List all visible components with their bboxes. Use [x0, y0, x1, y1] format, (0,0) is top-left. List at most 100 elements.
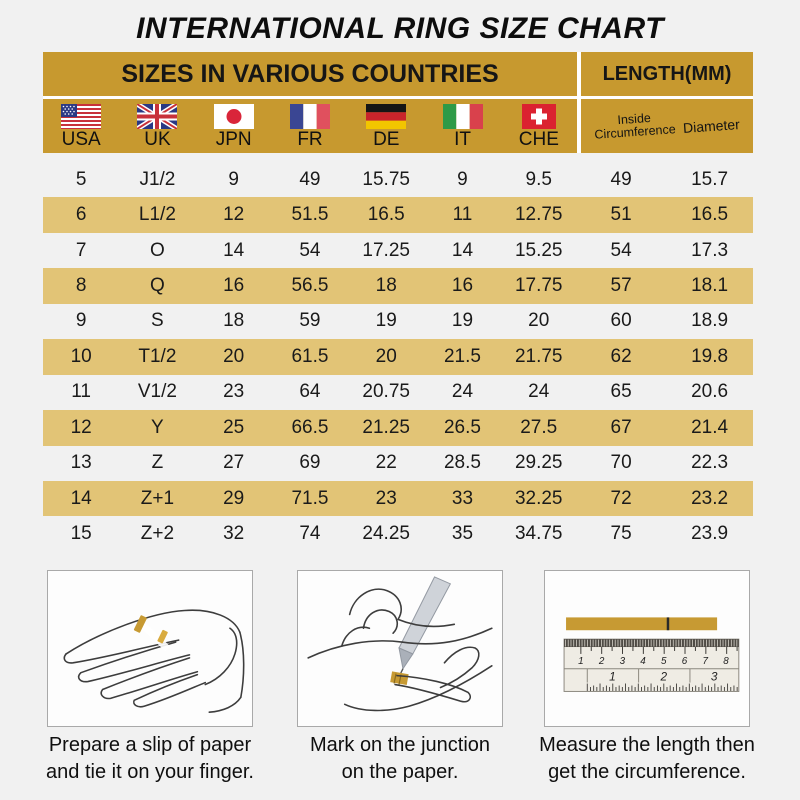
table-cell: Y	[151, 416, 164, 438]
table-cell: 5	[75, 168, 87, 190]
table-cell: 24.25	[362, 523, 410, 545]
table-cell: 25	[223, 416, 245, 438]
table-cell: 64	[299, 381, 321, 403]
paper-strip	[566, 617, 718, 631]
table-cell: 16	[223, 275, 245, 297]
table-row: 8 Q 16 56.5 18 16 17.75 57 18.1	[43, 268, 753, 304]
table-cell: 35	[451, 523, 474, 545]
illustration-measure-ruler: 1 2 3 4 5 6 7 8 1 2 3	[544, 570, 750, 727]
country-column-de: DE	[348, 99, 424, 153]
table-cell: 15.25	[514, 239, 563, 261]
table-cell: 19	[375, 310, 397, 332]
table-cell: 24	[528, 381, 550, 403]
table-cell: 72	[610, 487, 632, 509]
table-cell: 62	[610, 345, 632, 367]
table-cell: 56.5	[291, 275, 329, 297]
table-cell: 18	[375, 275, 397, 297]
table-cell: Z+2	[140, 523, 175, 545]
table-cell: 60	[610, 310, 632, 332]
table-cell: 11	[452, 204, 473, 226]
table-cell: 20	[528, 310, 550, 332]
table-cell: 57	[610, 275, 632, 297]
table-row: 7 O 14 54 17.25 14 15.25 54 17.3	[43, 233, 753, 268]
country-code-uk: UK	[144, 128, 171, 150]
table-cell: 71.5	[291, 487, 329, 509]
svg-text:8: 8	[723, 656, 729, 667]
table-cell: 21.75	[514, 345, 563, 367]
inside-circumference-header: Inside Circumference	[594, 110, 677, 142]
table-cell: 33	[451, 487, 474, 509]
table-cell: 18.9	[691, 310, 729, 332]
table-cell: 20.6	[691, 381, 729, 403]
table-cell: 23.9	[691, 523, 729, 545]
table-cell: 70	[610, 452, 632, 474]
table-cell: 9.5	[525, 168, 552, 190]
table-cell: 29.25	[514, 452, 563, 474]
table-cell: 32.25	[514, 487, 563, 509]
illustration-mark-junction	[297, 570, 503, 727]
table-cell: Z	[151, 452, 164, 474]
germany-flag-icon	[366, 103, 407, 129]
length-group-header: LENGTH(MM)	[581, 52, 753, 96]
table-cell: 27	[223, 452, 245, 474]
country-code-it: IT	[454, 128, 471, 150]
table-cell: 20.75	[362, 381, 410, 403]
hand-with-paper-strip-drawing	[63, 609, 245, 713]
table-cell: 17.25	[362, 239, 410, 261]
step-caption-1: Prepare a slip of paper and tie it on yo…	[46, 734, 254, 783]
table-cell: 32	[223, 523, 245, 545]
country-column-fr: FR	[272, 99, 348, 153]
country-column-usa: USA	[43, 99, 119, 153]
table-row: 5 J1/2 9 49 15.75 9 9.5 49 15.7	[43, 162, 753, 197]
table-cell: 9	[228, 168, 239, 190]
table-cell: 23	[375, 487, 397, 509]
table-cell: 54	[299, 239, 321, 261]
table-cell: 15	[70, 523, 92, 545]
table-cell: 16	[451, 275, 474, 297]
table-cell: 6	[75, 204, 87, 226]
table-cell: 11	[71, 381, 91, 403]
table-cell: O	[150, 239, 165, 261]
table-cell: 65	[610, 381, 632, 403]
svg-text:1: 1	[609, 670, 616, 684]
table-cell: 21.25	[362, 416, 410, 438]
table-cell: 49	[299, 168, 321, 190]
hand-marking-paper-drawing	[307, 576, 493, 712]
country-code-che: CHE	[518, 128, 559, 150]
country-column-it: IT	[424, 99, 500, 153]
table-header: SIZES IN VARIOUS COUNTRIES LENGTH(MM)	[43, 52, 753, 153]
japan-flag-icon	[213, 103, 254, 129]
table-cell: 16.5	[691, 204, 729, 226]
paper-strip-and-ruler-drawing: 1 2 3 4 5 6 7 8 1 2 3	[563, 617, 740, 692]
table-cell: 13	[70, 452, 92, 474]
table-cell: T1/2	[138, 345, 177, 367]
diameter-header: Diameter	[682, 116, 741, 136]
country-code-usa: USA	[61, 128, 101, 150]
table-cell: 18	[223, 310, 245, 332]
svg-text:5: 5	[661, 656, 667, 667]
usa-flag-icon	[61, 103, 102, 129]
table-cell: 59	[299, 310, 321, 332]
table-cell: 17.3	[691, 239, 729, 261]
france-flag-icon	[289, 103, 330, 129]
table-row: 11 V1/2 23 64 20.75 24 24 65 20.6	[43, 375, 753, 410]
country-column-che: CHE	[501, 99, 577, 153]
illustration-tie-paper	[47, 570, 253, 727]
table-cell: 66.5	[291, 416, 329, 438]
table-cell: 51	[610, 204, 632, 226]
table-row: 13 Z 27 69 22 28.5 29.25 70 22.3	[43, 446, 753, 481]
length-header-row: Inside Circumference Diameter	[581, 99, 753, 153]
country-code-de: DE	[373, 128, 400, 150]
step-caption-2: Mark on the junction on the paper.	[309, 734, 491, 783]
table-cell: 21.4	[691, 416, 729, 438]
table-cell: Z+1	[140, 487, 175, 509]
table-cell: 8	[75, 275, 87, 297]
table-cell: 15.7	[691, 168, 729, 190]
svg-text:2: 2	[659, 670, 667, 684]
table-cell: 14	[451, 239, 474, 261]
table-cell: 10	[70, 345, 92, 367]
table-cell: S	[151, 310, 164, 332]
table-cell: 29	[223, 487, 245, 509]
table-cell: 12.75	[514, 204, 563, 226]
svg-text:2: 2	[598, 656, 605, 667]
